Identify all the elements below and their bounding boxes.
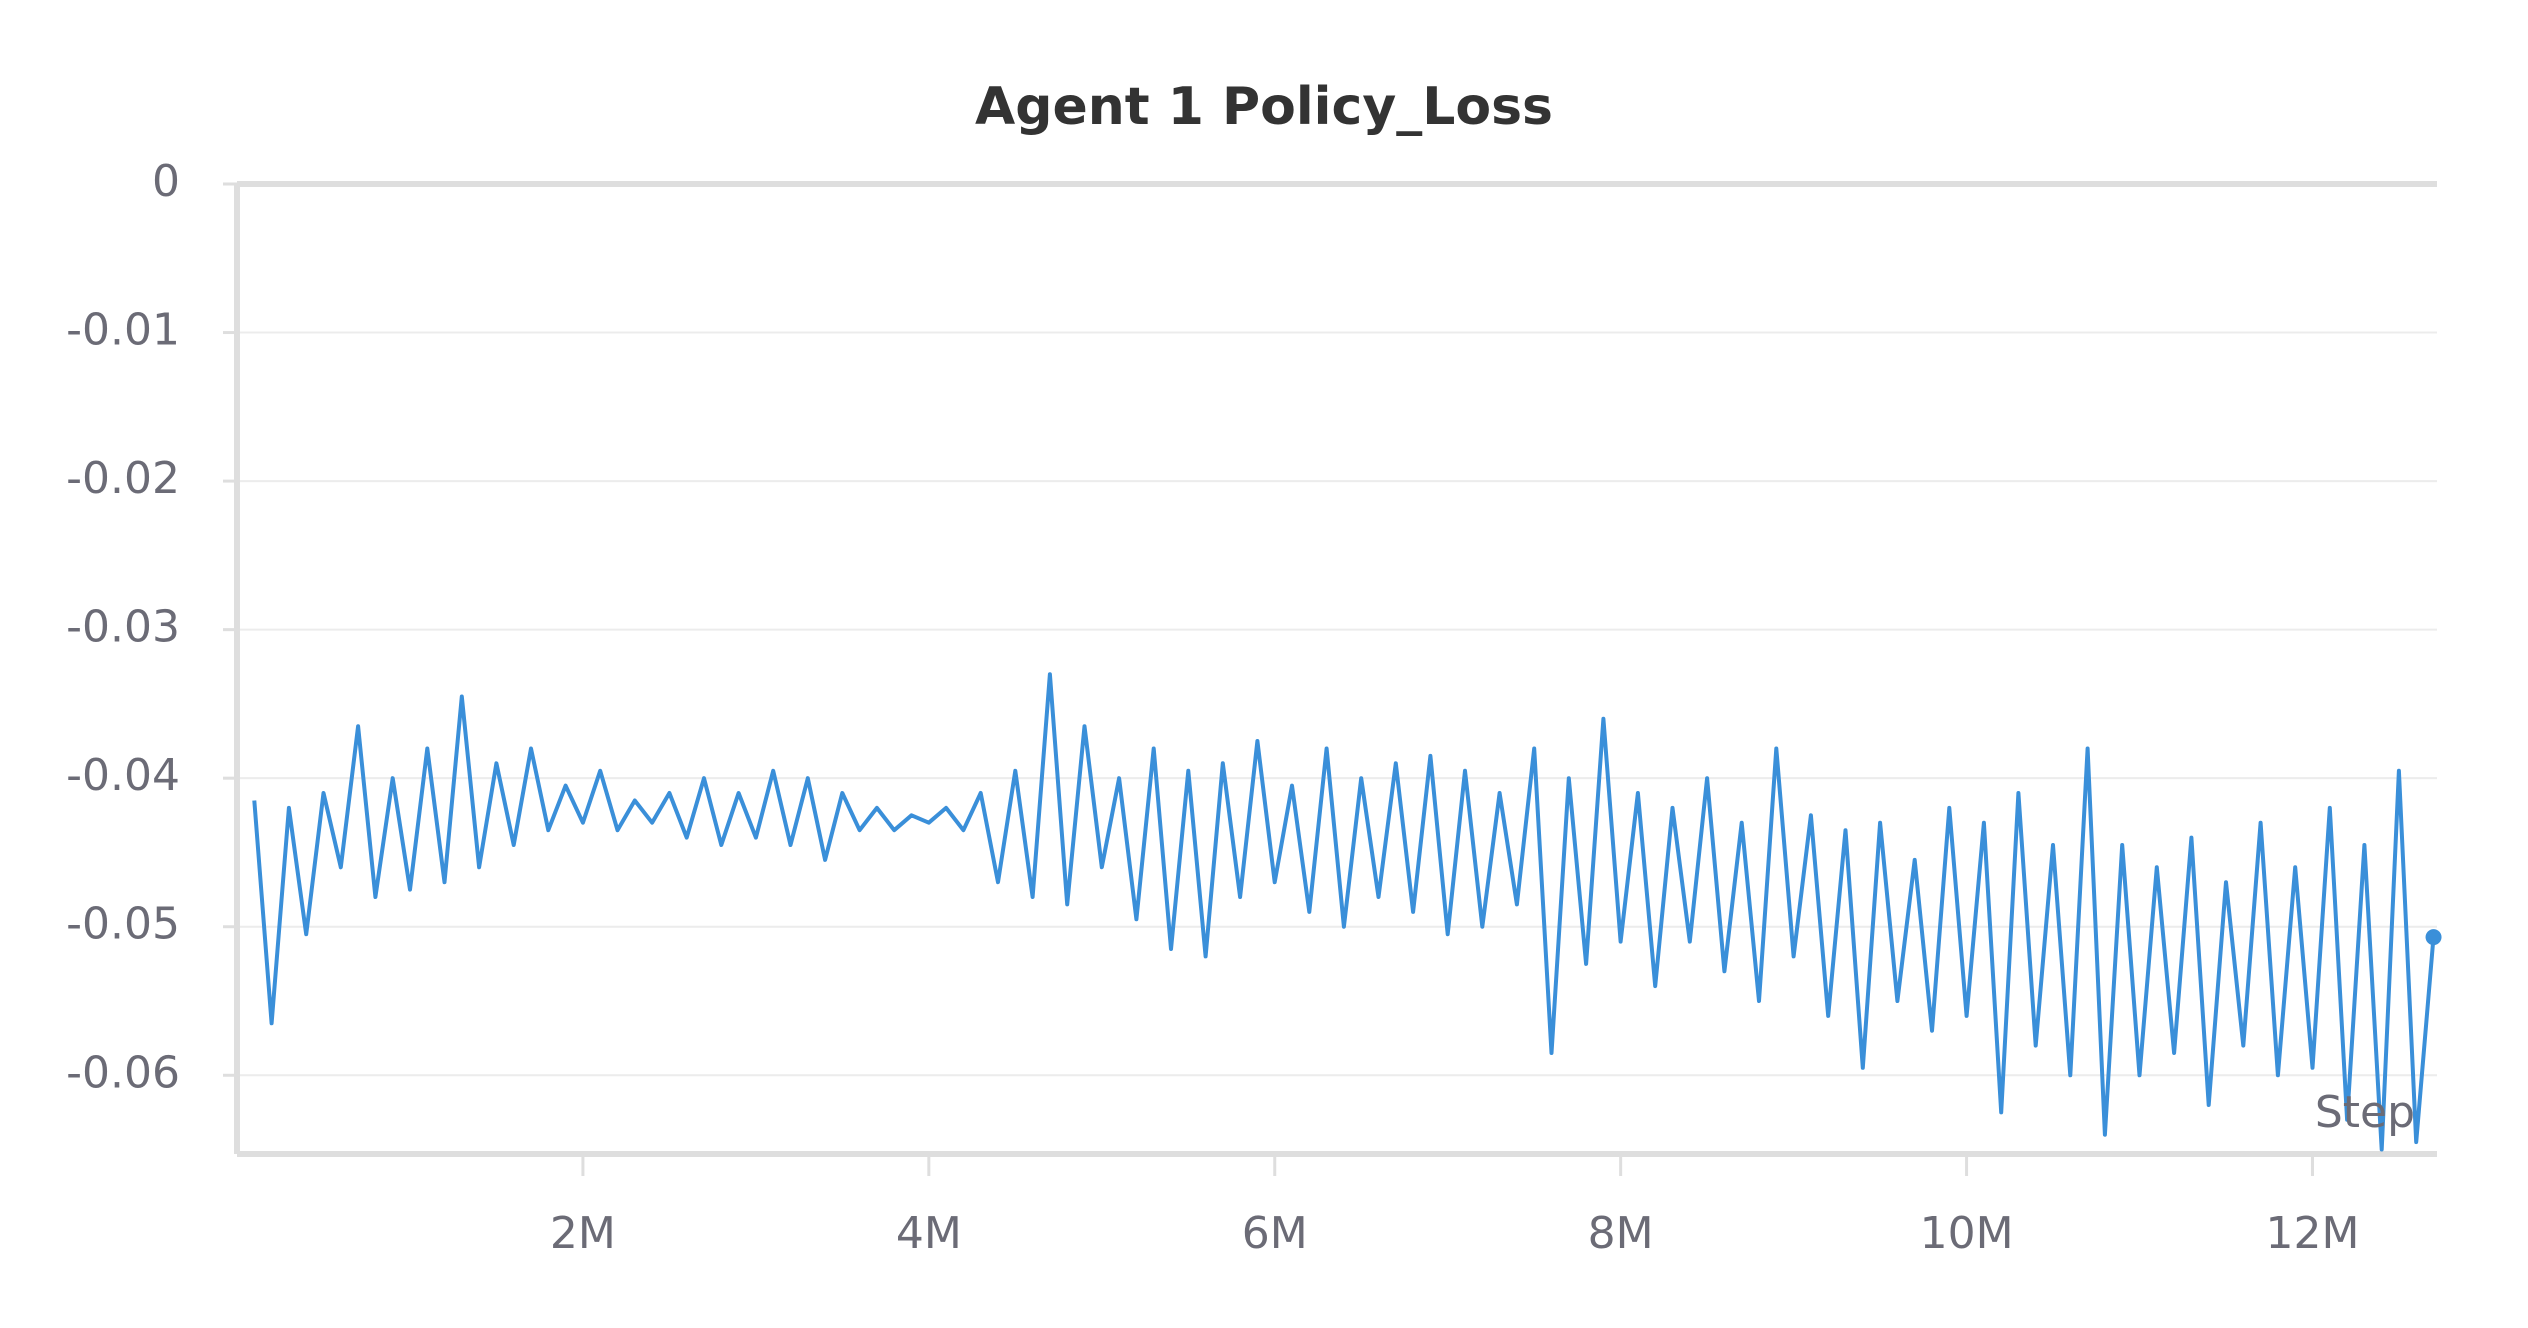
y-tick-label: -0.05: [66, 899, 180, 950]
x-tick-label: 4M: [896, 1208, 962, 1259]
y-tick-label: -0.02: [66, 453, 180, 504]
y-tick-label: -0.03: [66, 602, 180, 653]
chart-title: Agent 1 Policy_Loss: [975, 77, 1553, 137]
x-tick-label: 6M: [1242, 1208, 1308, 1259]
end-point: [2425, 929, 2442, 946]
series-line: [252, 672, 2436, 1152]
x-axis-label: Step: [2315, 1087, 2415, 1138]
x-tick-label: 10M: [1920, 1208, 2014, 1259]
y-tick-label: -0.06: [66, 1047, 180, 1098]
x-tick-label: 12M: [2265, 1208, 2359, 1259]
x-tick-label: 8M: [1588, 1208, 1654, 1259]
y-tick-label: 0: [152, 156, 180, 207]
x-tick-label: 2M: [550, 1208, 616, 1259]
y-tick-label: -0.01: [66, 305, 180, 356]
y-tick-label: -0.04: [66, 750, 180, 801]
